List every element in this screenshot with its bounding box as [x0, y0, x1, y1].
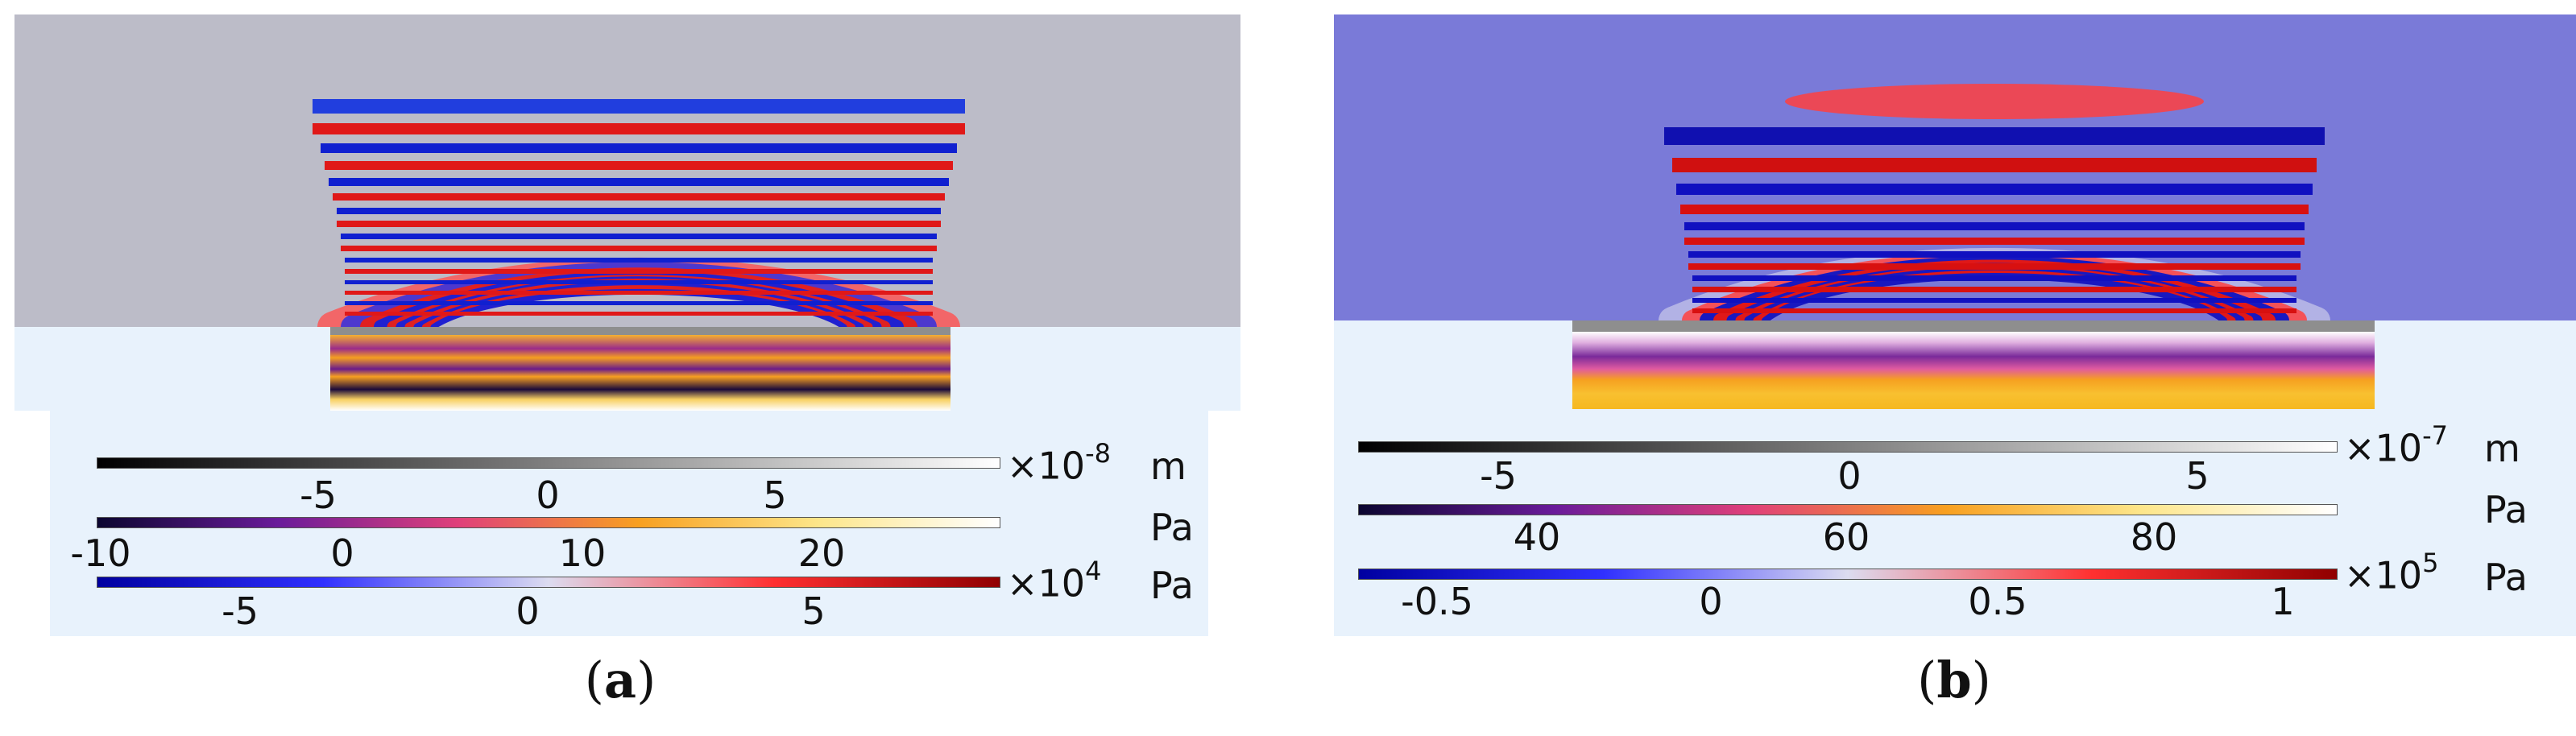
scale-a-displacement-unit: m [1150, 444, 1187, 488]
tick-label: -5 [222, 589, 259, 633]
tick-label: 20 [797, 531, 846, 575]
scale-a-solid-pressure-unit: Pa [1150, 506, 1194, 549]
scale-a-solid-pressure-bar [97, 517, 1000, 528]
acoustic-field-a [14, 14, 1240, 327]
tick-label: 5 [2185, 454, 2209, 498]
scale-b-displacement-bar [1358, 441, 2338, 453]
tick-label: 0 [1837, 454, 1862, 498]
acoustic-field-b-svg [1334, 14, 2576, 320]
panel-b: ×10-7 m -5 0 5 Pa 40 60 80 ×105 Pa -0.5 … [1321, 0, 2576, 736]
tick-label: 1 [2271, 580, 2295, 623]
scale-b-displacement-unit: m [2484, 427, 2520, 470]
tick-label: 60 [1822, 515, 1870, 559]
solid-region-a [330, 335, 950, 411]
tick-label: 5 [763, 473, 787, 517]
plate-b [1572, 320, 2375, 332]
tick-label: -5 [300, 473, 337, 517]
scale-a-displacement-bar [97, 457, 1000, 469]
tick-label: 0.5 [1968, 580, 2027, 623]
acoustic-field-a-svg [14, 14, 1240, 327]
tick-label: -10 [70, 531, 131, 575]
scale-a-acoustic-pressure-bar [97, 577, 1000, 588]
tick-label: 0 [536, 473, 560, 517]
scale-b-acoustic-pressure-unit: Pa [2484, 556, 2528, 599]
tick-label: 10 [558, 531, 607, 575]
tick-label: 80 [2130, 515, 2178, 559]
tick-label: 5 [801, 589, 826, 633]
caption-b: (b) [1917, 651, 1991, 709]
scale-b-displacement-multiplier: ×10-7 [2344, 420, 2448, 470]
scale-a-acoustic-pressure-multiplier: ×104 [1007, 556, 1102, 606]
tick-label: 0 [1699, 580, 1723, 623]
tick-label: 0 [516, 589, 540, 633]
tick-label: 0 [330, 531, 354, 575]
scale-b-solid-pressure-bar [1358, 504, 2338, 515]
panel-a: ×10-8 m -5 0 5 Pa -10 0 10 20 ×104 Pa -5… [0, 0, 1240, 736]
scale-b-acoustic-pressure-multiplier: ×105 [2344, 548, 2439, 597]
caption-a: (a) [584, 651, 656, 709]
acoustic-field-b [1334, 14, 2576, 320]
tick-label: 40 [1513, 515, 1561, 559]
scale-a-displacement-multiplier: ×10-8 [1007, 438, 1111, 488]
scale-b-solid-pressure-unit: Pa [2484, 488, 2528, 531]
tick-label: -0.5 [1401, 580, 1473, 623]
solid-region-b [1572, 332, 2375, 409]
tick-label: -5 [1480, 454, 1517, 498]
plate-a [330, 327, 950, 335]
scale-a-acoustic-pressure-unit: Pa [1150, 564, 1194, 607]
scale-b-acoustic-pressure-bar [1358, 569, 2338, 580]
